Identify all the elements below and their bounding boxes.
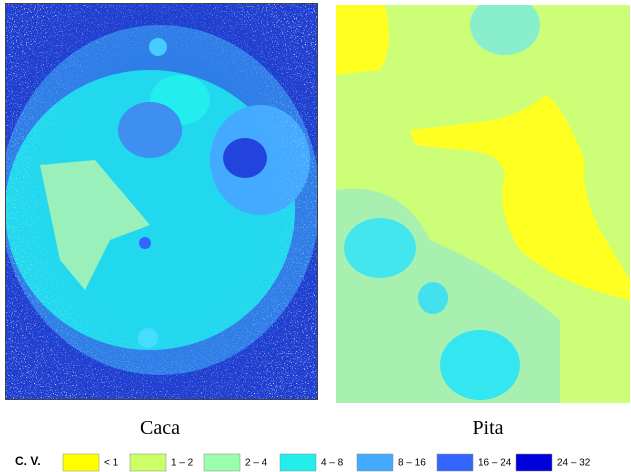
legend-swatch (204, 454, 240, 471)
legend-swatch (130, 454, 166, 471)
map-caca (0, 3, 320, 400)
panel-label: Caca (140, 417, 180, 439)
legend-label: 24 – 32 (557, 458, 591, 469)
legend-label: 16 – 24 (478, 458, 512, 469)
legend-label: < 1 (104, 458, 119, 469)
legend-title: C. V. (15, 454, 41, 468)
legend: < 1 1 – 2 2 – 4 4 – 8 8 – 16 16 – 24 24 – 32 (63, 454, 591, 471)
legend-swatch (516, 454, 552, 471)
page: Caca Pita C. V. < 1 1 – 2 2 – 4 4 – 8 8 – 16… (0, 0, 631, 472)
legend-label: 1 – 2 (171, 458, 194, 469)
legend-swatch (437, 454, 473, 471)
legend-label: 8 – 16 (398, 458, 426, 469)
legend-label: 4 – 8 (321, 458, 344, 469)
legend-label: 2 – 4 (245, 458, 268, 469)
panel-label: Pita (472, 417, 503, 439)
legend-swatch (357, 454, 393, 471)
legend-swatch (63, 454, 99, 471)
legend-swatch (280, 454, 316, 471)
map-pita (336, 0, 630, 403)
